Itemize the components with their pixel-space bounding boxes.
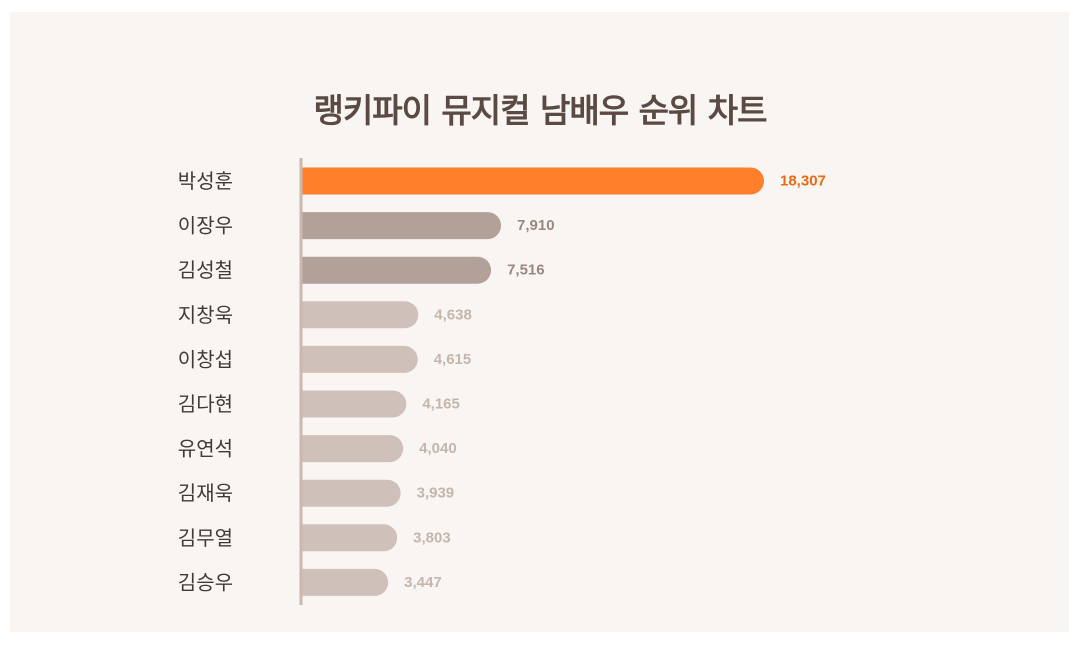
category-label-5: 이창섭: [178, 347, 233, 371]
chart-title: 랭키파이 뮤지컬 남배우 순위 차트: [313, 91, 768, 130]
bar-4: [301, 301, 419, 329]
value-label-8: 3,939: [417, 485, 455, 502]
category-label-6: 김다현: [178, 392, 233, 416]
bar-7: [301, 435, 404, 463]
bar-10: [301, 568, 389, 596]
bar-3: [301, 256, 492, 284]
bar-9: [301, 524, 398, 552]
value-label-4: 4,638: [434, 306, 472, 323]
value-label-7: 4,040: [419, 440, 457, 457]
bars-layer: [301, 167, 764, 596]
category-label-4: 지창욱: [178, 303, 233, 327]
category-label-10: 김승우: [178, 570, 233, 594]
category-label-3: 김성철: [178, 258, 233, 282]
category-label-1: 박성훈: [178, 169, 233, 193]
bar-1: [301, 167, 764, 195]
value-label-1: 18,307: [780, 173, 826, 190]
bar-5: [301, 345, 418, 373]
category-label-7: 유연석: [178, 437, 233, 461]
value-label-9: 3,803: [413, 529, 451, 546]
bar-6: [301, 390, 407, 418]
value-label-2: 7,910: [517, 217, 555, 234]
value-label-5: 4,615: [434, 351, 472, 368]
labels-layer: 박성훈 18,307 이장우 7,910 김성철 7,516 지창욱 4,638 이창섭 4,61…: [178, 169, 826, 594]
chart-card: [10, 12, 1069, 632]
category-label-8: 김재욱: [178, 481, 233, 505]
category-label-2: 이장우: [178, 214, 233, 238]
value-label-3: 7,516: [507, 262, 545, 279]
bar-2: [301, 212, 502, 240]
value-label-10: 3,447: [404, 574, 442, 591]
category-label-9: 김무열: [178, 526, 233, 550]
value-label-6: 4,165: [422, 396, 460, 413]
bar-8: [301, 479, 401, 507]
